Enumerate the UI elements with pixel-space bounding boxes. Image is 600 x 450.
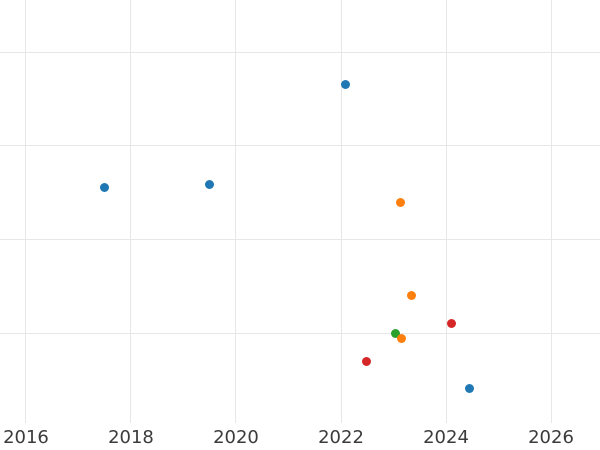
scatter-point-blue [340,80,350,90]
scatter-point-red [447,319,457,329]
scatter-point-blue [464,384,474,394]
x-axis: 2016 2018 2020 2022 2024 2026 [0,423,600,450]
plot-area [0,0,600,423]
scatter-point-orange [396,197,406,207]
vertical-gridline [445,0,447,423]
scatter-point-blue [100,183,110,193]
x-tick-label: 2018 [108,427,154,448]
vertical-gridline [25,0,27,423]
scatter-point-green [390,328,400,338]
x-tick-label: 2026 [528,427,574,448]
horizontal-gridline [0,332,600,334]
vertical-gridline [550,0,552,423]
vertical-gridline [130,0,132,423]
horizontal-gridline [0,51,600,53]
vertical-gridline [340,0,342,423]
horizontal-gridline [0,145,600,147]
scatter-point-blue [205,179,215,189]
x-tick-label: 2022 [318,427,364,448]
x-tick-label: 2024 [423,427,469,448]
x-tick-label: 2016 [3,427,49,448]
vertical-gridline [235,0,237,423]
scatter-point-red [361,356,371,366]
scatter-point-orange [407,291,417,301]
scatter-point-orange [397,334,407,344]
x-tick-label: 2020 [213,427,259,448]
horizontal-gridline [0,239,600,241]
